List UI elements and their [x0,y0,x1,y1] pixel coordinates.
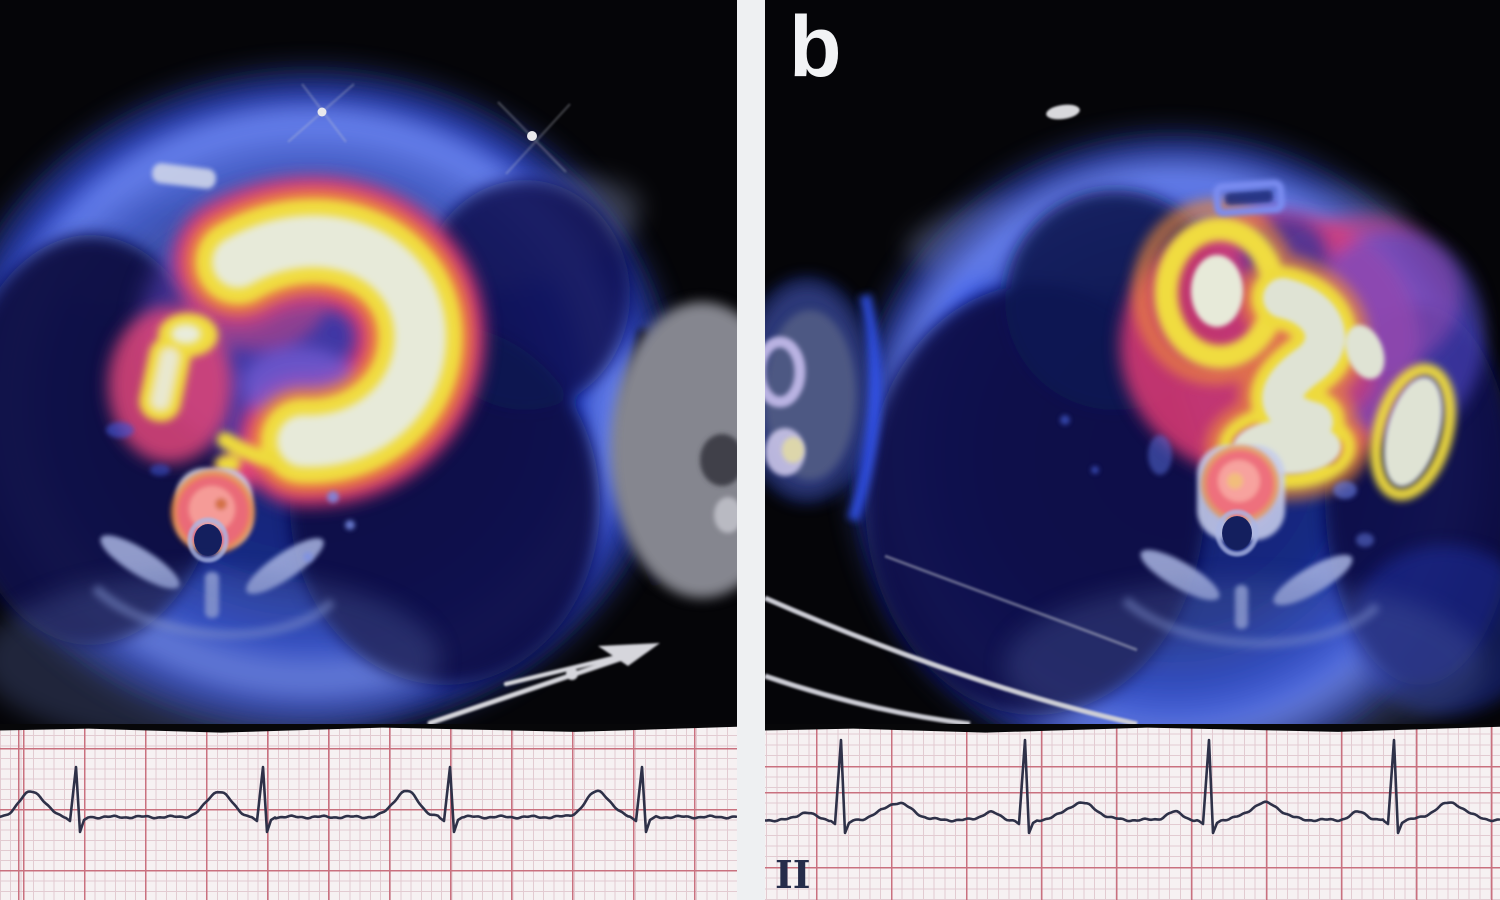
skin-markers-a [287,83,571,175]
lung-vessels-b [1060,415,1374,547]
ecg-lead-ii-label: II [775,852,811,897]
ecg-wire-a [427,643,660,724]
ecg-waveform-b [765,738,1500,835]
lung-vessels-a [106,422,355,562]
humerus-b [765,336,806,408]
panel-a-ecg-trace-svg [0,765,737,834]
axillary-tissue-a [610,302,737,598]
panel-a [0,0,737,900]
spinal-canal-a [187,517,229,563]
spinal-canal-b [1215,509,1259,557]
panel-b-scan: b [765,0,1500,724]
panel-b-label: b [789,0,842,95]
arm-b [765,279,875,501]
panel-b-ecg-strip: II [765,724,1500,900]
ecg-wires-b [765,554,1138,724]
sternum-a [152,163,216,189]
panel-b-scan-art [765,0,1500,724]
panel-divider [737,0,765,900]
chest-wall-edge-b [847,293,882,522]
back-muscles-b [1005,580,1485,724]
panel-b: b II [765,0,1500,900]
panel-a-scan [0,0,737,724]
sternum-b [1213,179,1285,217]
ecg-waveform-a [0,765,737,834]
back-muscles-a [0,572,440,724]
spine-uptake-b [1201,445,1279,523]
panel-a-ecg-strip [0,724,737,900]
panel-b-ecg-trace-svg [765,738,1500,835]
skin-marker-b [1046,104,1080,120]
panel-a-scan-art [0,0,737,724]
